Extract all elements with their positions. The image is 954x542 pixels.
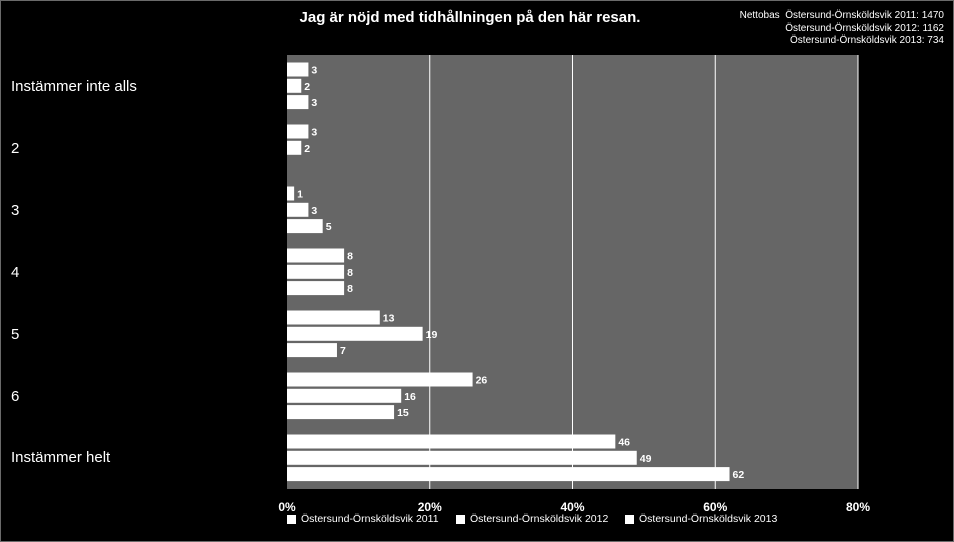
bar [287, 450, 637, 465]
x-tick-label: 0% [278, 500, 296, 514]
category-label: 4 [11, 264, 20, 281]
data-label: 2 [304, 81, 310, 93]
data-label: 13 [383, 313, 395, 325]
legend-item: Östersund-Örnsköldsvik 2011 [287, 513, 439, 525]
nettobas-info: Nettobas Östersund-Örnsköldsvik 2011: 14… [740, 10, 944, 48]
legend-label: Östersund-Örnsköldsvik 2013 [639, 513, 778, 525]
bar [287, 467, 730, 482]
data-label: 3 [311, 205, 317, 217]
data-label: 1 [297, 189, 303, 201]
legend-item: Östersund-Örnsköldsvik 2012 [456, 513, 608, 525]
data-label: 26 [476, 375, 488, 387]
bar [287, 326, 423, 341]
bar [287, 264, 345, 279]
nettobas-label: Nettobas [739, 10, 780, 21]
category-label: 5 [11, 326, 20, 343]
bar [287, 62, 309, 77]
bar [287, 248, 345, 263]
data-label: 46 [618, 437, 630, 449]
data-label: 3 [311, 97, 317, 109]
x-tick-label: 60% [703, 500, 727, 514]
bar [287, 140, 302, 155]
data-label: 3 [311, 127, 317, 139]
x-tick-label: 40% [560, 500, 584, 514]
bar [287, 78, 302, 93]
legend-label: Östersund-Örnsköldsvik 2012 [470, 513, 609, 525]
bar [287, 281, 345, 296]
data-label: 2 [304, 143, 310, 155]
x-tick-label: 20% [418, 500, 442, 514]
nettobas-line-3: Östersund-Örnsköldsvik 2013: 734 [790, 35, 944, 46]
legend-label: Östersund-Örnsköldsvik 2011 [301, 513, 439, 525]
bar [287, 219, 323, 234]
legend-swatch [625, 514, 634, 524]
data-label: 19 [426, 329, 438, 341]
data-label: 16 [404, 391, 416, 403]
category-label: Instämmer helt [11, 449, 111, 466]
bar [287, 124, 309, 139]
bar [287, 310, 380, 325]
category-label: 2 [11, 140, 20, 157]
data-label: 5 [326, 221, 332, 233]
category-label: 3 [11, 202, 20, 219]
bar [287, 372, 473, 387]
bar [287, 202, 309, 217]
data-label: 8 [347, 251, 353, 263]
chart-title: Jag är nöjd med tidhållningen på den här… [299, 9, 641, 26]
legend-item: Östersund-Örnsköldsvik 2013 [625, 513, 777, 525]
data-label: 3 [311, 65, 317, 77]
legend-swatch [287, 514, 296, 524]
category-label: 6 [11, 388, 20, 405]
data-label: 62 [733, 469, 745, 481]
data-label: 7 [340, 345, 346, 357]
bar [287, 186, 295, 201]
data-label: 49 [640, 453, 652, 465]
data-label: 8 [347, 267, 353, 279]
data-label: 8 [347, 283, 353, 295]
data-label: 15 [397, 407, 409, 419]
bar [287, 95, 309, 110]
bar [287, 405, 395, 420]
category-label: Instämmer inte alls [11, 78, 137, 95]
bar [287, 388, 402, 403]
x-tick-label: 80% [846, 500, 870, 514]
bar [287, 434, 616, 449]
nettobas-line-1: Nettobas Östersund-Örnsköldsvik 2011: 14… [739, 10, 944, 21]
nettobas-line-2: Östersund-Örnsköldsvik 2012: 1162 [785, 22, 944, 34]
bar [287, 343, 337, 358]
legend-swatch [456, 514, 465, 524]
